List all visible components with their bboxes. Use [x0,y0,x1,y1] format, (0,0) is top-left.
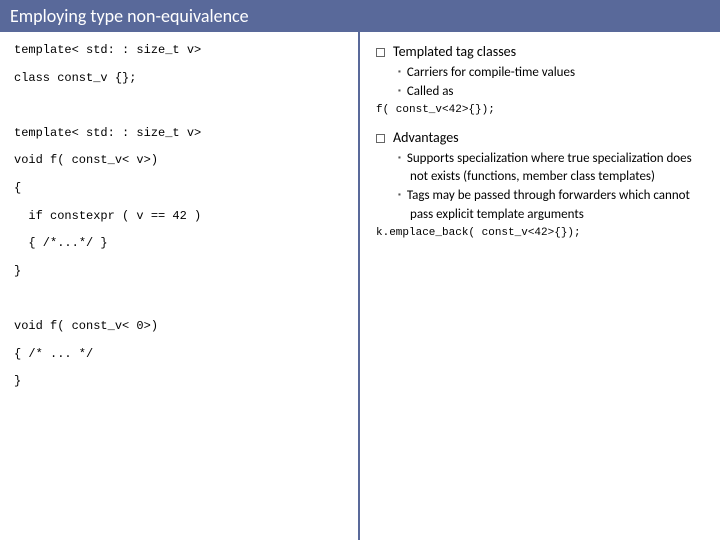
code-blank [14,288,348,310]
bullet-l2: Carriers for compile-time values [410,64,708,82]
square-bullet-icon [376,48,385,57]
bullet-l1: Templated tag classes [376,42,708,62]
text-column: Templated tag classes Carriers for compi… [360,32,720,540]
slide-title-bar: Employing type non-equivalence [0,0,720,32]
bullet-l1: Advantages [376,128,708,148]
bullet-l2: Tags may be passed through forwarders wh… [410,187,708,223]
code-line: { /*...*/ } [14,233,348,255]
code-column: template< std: : size_t v> class const_v… [0,32,360,540]
code-blank [14,95,348,117]
code-line: if constexpr ( v == 42 ) [14,206,348,228]
bullet-text: Templated tag classes [393,42,516,62]
bullet-l2: Supports specialization where true speci… [410,150,708,186]
code-line: class const_v {}; [14,68,348,90]
code-line: { [14,178,348,200]
code-line: template< std: : size_t v> [14,123,348,145]
code-line: void f( const_v< 0>) [14,316,348,338]
slide-title: Employing type non-equivalence [10,5,249,27]
bullet-l2: Called as [410,83,708,101]
inline-code: f( const_v<42>{}); [376,103,708,118]
square-bullet-icon [376,134,385,143]
slide-content: template< std: : size_t v> class const_v… [0,32,720,540]
inline-code: k.emplace_back( const_v<42>{}); [376,226,708,241]
code-line: { /* ... */ [14,344,348,366]
code-line: } [14,371,348,393]
code-line: } [14,261,348,283]
bullet-text: Advantages [393,128,459,148]
code-line: template< std: : size_t v> [14,40,348,62]
code-line: void f( const_v< v>) [14,150,348,172]
